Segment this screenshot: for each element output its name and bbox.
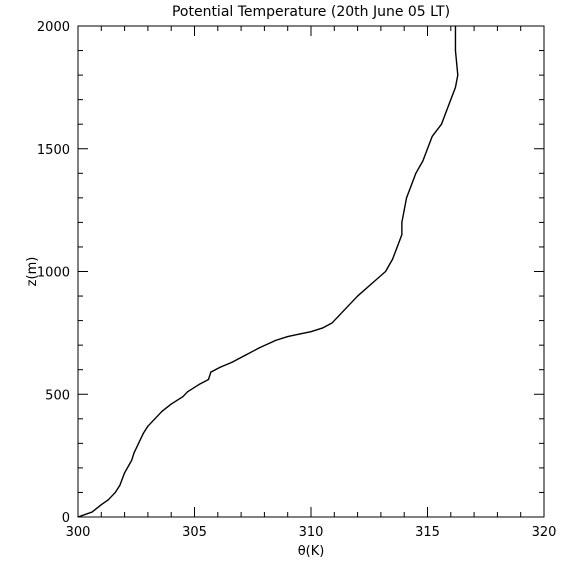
data-point [219, 366, 221, 368]
data-point [370, 283, 373, 285]
series-line-0 [77, 26, 459, 518]
y-tick-label: 0 [62, 511, 70, 526]
data-point [210, 371, 212, 373]
data-point [137, 442, 140, 444]
data-point [275, 339, 277, 341]
data-point [454, 49, 457, 52]
data-point [322, 327, 324, 329]
data-point [77, 516, 79, 518]
data-point [331, 322, 333, 324]
data-point [401, 234, 403, 236]
y-tick-label: 500 [45, 388, 70, 403]
data-point [154, 418, 156, 420]
data-point [396, 246, 398, 248]
data-point [198, 383, 200, 386]
data-point [114, 491, 116, 494]
data-point [231, 361, 233, 363]
data-point [401, 221, 403, 223]
data-point [391, 258, 394, 260]
x-tick-label: 305 [182, 525, 207, 540]
data-point [91, 511, 93, 513]
data-point [287, 335, 289, 338]
data-point [431, 135, 433, 138]
y-axis-label: z(m) [25, 257, 40, 287]
data-point [405, 197, 408, 199]
axis-ticks [77, 25, 545, 518]
data-point [182, 396, 184, 398]
x-tick-label: 310 [299, 525, 324, 540]
y-tick-label: 1500 [37, 143, 70, 158]
data-point [338, 315, 340, 317]
data-point [133, 452, 135, 454]
data-point [298, 333, 300, 335]
data-point [403, 209, 405, 211]
data-point [310, 331, 312, 333]
data-point [457, 74, 459, 76]
chart-title: Potential Temperature (20th June 05 LT) [172, 4, 450, 20]
y-tick-label: 1000 [37, 266, 70, 281]
y-tick-label: 2000 [37, 20, 70, 35]
x-tick-label: 315 [415, 525, 440, 540]
data-point [119, 484, 121, 486]
data-point [357, 295, 359, 297]
data-point [130, 459, 133, 462]
data-point [186, 391, 189, 393]
axis-tick-labels: 300 305 310 315 320 0 500 1000 1500 2000 [37, 20, 557, 540]
data-point [161, 410, 163, 413]
data-point [454, 25, 457, 27]
data-point [422, 160, 424, 162]
data-point [170, 403, 172, 405]
data-point [410, 184, 412, 187]
data-point [440, 123, 443, 125]
data-point [426, 148, 429, 150]
data-point [107, 499, 109, 501]
data-point [245, 354, 247, 356]
data-point [345, 307, 347, 309]
data-point [454, 86, 457, 88]
data-point [147, 425, 149, 427]
plot-frame [77, 25, 545, 518]
data-point [142, 432, 144, 435]
x-tick-label: 300 [66, 525, 91, 540]
x-tick-label: 320 [532, 525, 557, 540]
data-point [415, 172, 417, 174]
data-point [124, 472, 126, 474]
x-axis-label: θ(K) [298, 544, 325, 559]
data-point [450, 99, 452, 101]
data-point [445, 111, 447, 113]
data-point [384, 270, 387, 273]
data-point [259, 347, 261, 349]
data-point [207, 378, 210, 381]
series-layer [77, 25, 459, 518]
data-point [100, 504, 102, 506]
